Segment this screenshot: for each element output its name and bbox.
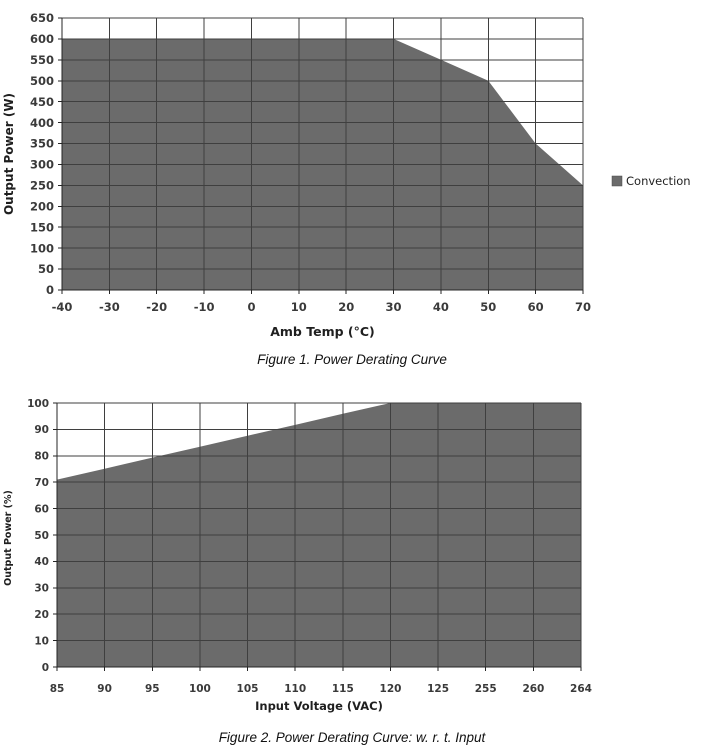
x-tick-label: 125: [427, 683, 449, 695]
x-tick-label: 50: [480, 300, 496, 314]
y-tick-label: 600: [30, 32, 54, 46]
x-tick-label: 10: [291, 300, 307, 314]
x-tick-label: 100: [189, 683, 211, 695]
x-tick-label: 30: [385, 300, 401, 314]
x-tick-label: 95: [145, 683, 160, 695]
x-tick-labels: 85 90 95 100 105 110 115 120 125 255 260 264: [50, 683, 592, 695]
figure-1-power-derating-curve: -40 -30 -20 -10 0 10 20 30 40 50 60 70 0 50 100 150 200 2…: [0, 0, 704, 369]
x-tick-label: 70: [575, 300, 591, 314]
y-tick-label: 70: [34, 477, 49, 489]
y-tick-label: 300: [30, 158, 54, 172]
y-tick-label: 90: [34, 424, 49, 436]
figure-2-power-derating-curve-input: 85 90 95 100 105 110 115 120 125 255 260 264 0 10 20 30…: [0, 393, 704, 747]
y-tick-label: 50: [34, 530, 49, 542]
legend-label: Convection: [626, 174, 691, 188]
x-tick-label: 0: [247, 300, 255, 314]
y-tick-label: 10: [34, 635, 49, 647]
y-tick-label: 500: [30, 74, 54, 88]
figure2-caption: Figure 2. Power Derating Curve: w. r. t.…: [218, 730, 486, 745]
x-tick-label: 105: [237, 683, 259, 695]
x-tick-label: 110: [284, 683, 306, 695]
y-axis-title: Output Power (W): [2, 93, 16, 215]
y-tick-label: 50: [38, 262, 54, 276]
y-tick-label: 30: [34, 583, 49, 595]
y-tick-label: 40: [34, 556, 49, 568]
x-tick-label: 255: [475, 683, 497, 695]
x-tick-label: 264: [570, 683, 592, 695]
x-tick-label: 20: [338, 300, 354, 314]
y-tick-label: 0: [42, 662, 49, 674]
y-tick-label: 200: [30, 199, 54, 213]
y-tick-label: 150: [30, 220, 54, 234]
y-tick-label: 0: [46, 283, 54, 297]
y-tick-label: 450: [30, 95, 54, 109]
x-tick-label: 40: [433, 300, 449, 314]
y-tick-label: 80: [34, 451, 49, 463]
axis-lines: [61, 18, 583, 291]
power-derating-temp-chart: -40 -30 -20 -10 0 10 20 30 40 50 60 70 0 50 100 150 200 2…: [2, 11, 691, 339]
y-tick-labels: 0 10 20 30 40 50 60 70 80 90 100: [27, 398, 49, 674]
x-axis-title: Amb Temp (°C): [270, 324, 375, 339]
y-axis-title: Output Power (%): [3, 490, 14, 586]
y-tick-label: 60: [34, 503, 49, 515]
x-tick-label: -10: [194, 300, 215, 314]
x-tick-label: 260: [522, 683, 544, 695]
figure1-caption: Figure 1. Power Derating Curve: [257, 352, 447, 367]
y-tick-label: 100: [30, 241, 54, 255]
y-tick-label: 100: [27, 398, 49, 410]
x-tick-label: 90: [97, 683, 112, 695]
x-tick-label: 60: [528, 300, 544, 314]
y-tick-label: 550: [30, 53, 54, 67]
power-derating-input-voltage-chart: 85 90 95 100 105 110 115 120 125 255 260 264 0 10 20 30…: [3, 398, 592, 713]
x-tick-label: -40: [52, 300, 73, 314]
legend-marker-convection: [611, 175, 623, 187]
y-tick-label: 250: [30, 179, 54, 193]
y-tick-label: 400: [30, 116, 54, 130]
y-tick-labels: 0 50 100 150 200 250 300 350 400 450 500 550 600 650: [30, 11, 54, 297]
y-tick-label: 650: [30, 11, 54, 25]
tick-marks: [53, 402, 582, 671]
x-tick-label: 85: [50, 683, 65, 695]
tick-marks: [58, 17, 584, 294]
x-axis-title: Input Voltage (VAC): [255, 699, 383, 713]
y-tick-label: 350: [30, 137, 54, 151]
axis-lines: [56, 403, 581, 668]
x-tick-label: 115: [332, 683, 354, 695]
legend: Convection: [611, 174, 691, 188]
x-tick-label: -20: [146, 300, 167, 314]
y-tick-label: 20: [34, 609, 49, 621]
x-tick-label: -30: [99, 300, 120, 314]
x-tick-label: 120: [380, 683, 402, 695]
x-tick-labels: -40 -30 -20 -10 0 10 20 30 40 50 60 70: [52, 300, 591, 314]
